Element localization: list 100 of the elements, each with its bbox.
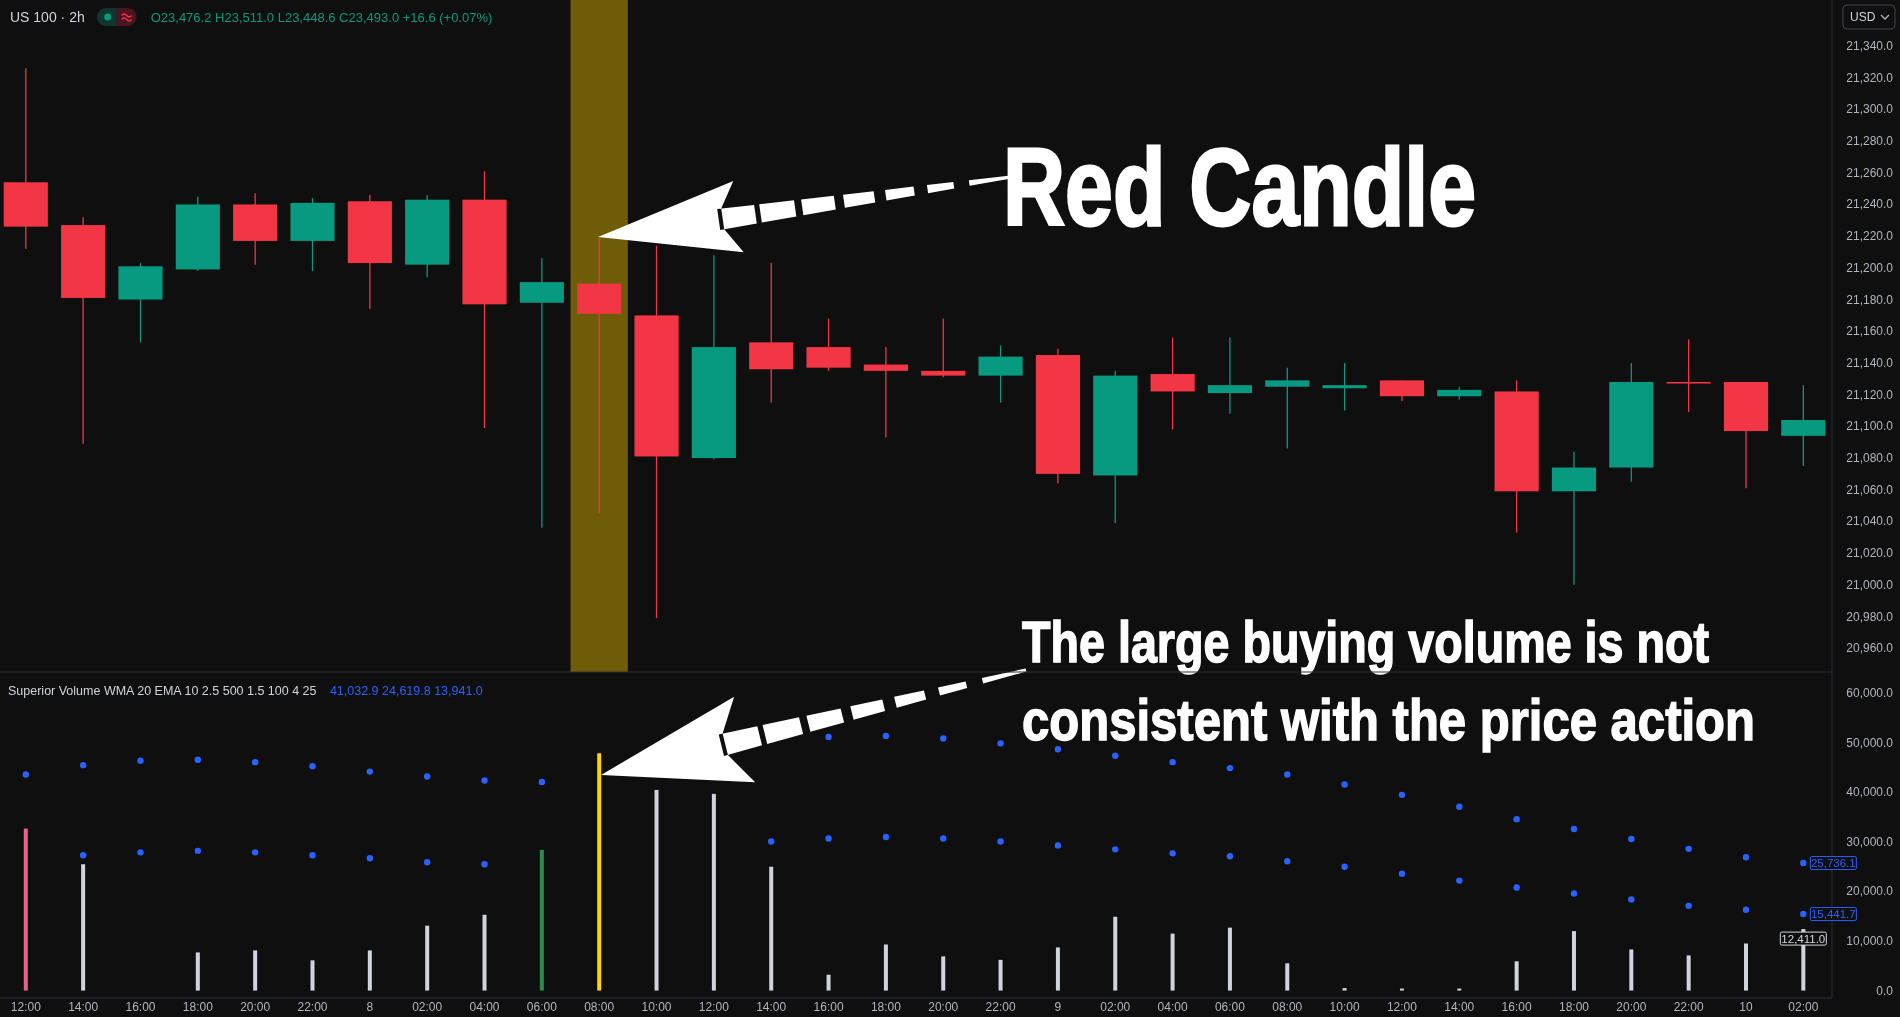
- x-tick-label: 16:00: [125, 1000, 156, 1014]
- data-label: 12,411.0: [1781, 932, 1826, 945]
- bar: [883, 944, 888, 991]
- text: US 100 · 2h: [10, 9, 85, 25]
- bar: [367, 950, 372, 991]
- y-tick-label: 21,080.0: [1846, 451, 1894, 466]
- y-tick-label: 10,000.0: [1846, 934, 1894, 949]
- point: [137, 757, 144, 764]
- candlestick: [1322, 362, 1367, 412]
- bar: [1113, 916, 1118, 991]
- point: [251, 758, 259, 766]
- y-tick-label: 60,000.0: [1846, 686, 1894, 701]
- x-tick-label: 14:00: [68, 1000, 99, 1014]
- point: [1112, 846, 1119, 853]
- candlestick: [921, 317, 966, 378]
- y-tick-label: 21,300.0: [1846, 102, 1894, 117]
- x-tick-label: 08:00: [584, 1000, 615, 1014]
- y-tick-label: 21,260.0: [1846, 165, 1894, 180]
- x-tick-label: 04:00: [469, 1000, 500, 1014]
- y-tick-label: 20,980.0: [1846, 609, 1894, 624]
- point: [194, 847, 202, 855]
- point: [1742, 906, 1750, 914]
- y-tick-label: 21,220.0: [1846, 229, 1894, 244]
- x-tick-label: 20:00: [240, 1000, 271, 1014]
- y-tick-label: 21,340.0: [1846, 38, 1894, 53]
- candlestick: [577, 237, 622, 515]
- point: [423, 859, 431, 866]
- point: [1341, 863, 1348, 870]
- point: [1054, 842, 1062, 849]
- point: [1513, 884, 1520, 891]
- point: [1284, 771, 1291, 778]
- point: [882, 833, 890, 841]
- point: [1628, 835, 1635, 843]
- bar: [941, 956, 946, 991]
- candlestick: [519, 257, 564, 529]
- x-tick-label: 12:00: [1386, 1000, 1418, 1014]
- point: [940, 735, 947, 742]
- point: [1169, 850, 1176, 857]
- bar: [310, 960, 315, 991]
- y-tick-label: 20,960.0: [1846, 641, 1894, 656]
- y-tick-label: 21,200.0: [1846, 260, 1894, 275]
- x-tick-label: 12:00: [10, 1000, 42, 1014]
- bar: [482, 914, 487, 991]
- x-tick-label: 08:00: [1272, 1000, 1303, 1014]
- text: Superior Volume WMA 20 EMA 10 2.5 500 1.5 100 4 25: [8, 684, 317, 698]
- x-tick-label: 20:00: [1616, 1000, 1647, 1014]
- point: [309, 852, 316, 859]
- bar: [597, 753, 602, 991]
- x-tick-label: 20:00: [928, 1000, 959, 1014]
- y-tick-label: 21,000.0: [1846, 577, 1894, 592]
- point: [1341, 781, 1348, 788]
- x-tick-label: 06:00: [1214, 1000, 1246, 1014]
- bar: [769, 866, 774, 991]
- bar: [1227, 927, 1232, 991]
- text: O23,476.2 H23,511.0 L23,448.6 C23,493.0 +16.6 (+0.07%): [150, 9, 493, 25]
- y-tick-label: 21,240.0: [1846, 197, 1894, 212]
- annotation: Red Candle: [1003, 125, 1476, 249]
- candlestick: [1207, 336, 1253, 415]
- x-tick-label: 10: [1739, 1000, 1753, 1014]
- point: [825, 733, 832, 741]
- bar: [1743, 943, 1748, 991]
- bar: [998, 959, 1003, 991]
- bar: [23, 828, 28, 991]
- point: [79, 761, 87, 769]
- point: [1685, 845, 1692, 853]
- bar: [539, 849, 544, 991]
- y-tick-label: 21,120.0: [1846, 387, 1894, 402]
- point: [137, 849, 144, 856]
- y-tick-label: 21,060.0: [1846, 482, 1894, 497]
- point: [1800, 910, 1807, 918]
- candlestick: [863, 346, 908, 439]
- point: [1628, 896, 1635, 903]
- x-tick-label: 9: [1054, 1000, 1062, 1014]
- y-tick-label: 40,000.0: [1846, 785, 1894, 800]
- x-tick-label: 22:00: [985, 1000, 1016, 1014]
- x-tick-label: 18:00: [870, 1000, 902, 1014]
- x-tick-label: 06:00: [526, 1000, 558, 1014]
- x-tick-label: 14:00: [756, 1000, 787, 1014]
- x-tick-label: 14:00: [1444, 1000, 1475, 1014]
- bar: [195, 952, 200, 991]
- point: [1685, 902, 1692, 910]
- point: [1456, 803, 1463, 810]
- x-tick-label: 18:00: [1558, 1000, 1590, 1014]
- x-tick-label: 22:00: [1673, 1000, 1704, 1014]
- candlestick: [1666, 338, 1711, 413]
- point: [825, 835, 832, 842]
- point: [481, 861, 488, 868]
- bar: [654, 789, 659, 991]
- bar: [1285, 963, 1290, 991]
- point: [366, 855, 374, 862]
- point: [1398, 791, 1406, 799]
- y-tick-label: 21,280.0: [1846, 134, 1894, 149]
- data-label: 15,441.7: [1810, 908, 1856, 921]
- bar: [425, 925, 430, 991]
- text: 41,032.9 24,619.8 13,941.0: [329, 684, 483, 698]
- y-tick-label: 0.0: [1876, 983, 1894, 998]
- candlestick: [1265, 367, 1310, 450]
- y-tick-label: 21,020.0: [1846, 546, 1894, 561]
- point: [1398, 870, 1406, 877]
- y-axis-title: USD: [1850, 10, 1876, 24]
